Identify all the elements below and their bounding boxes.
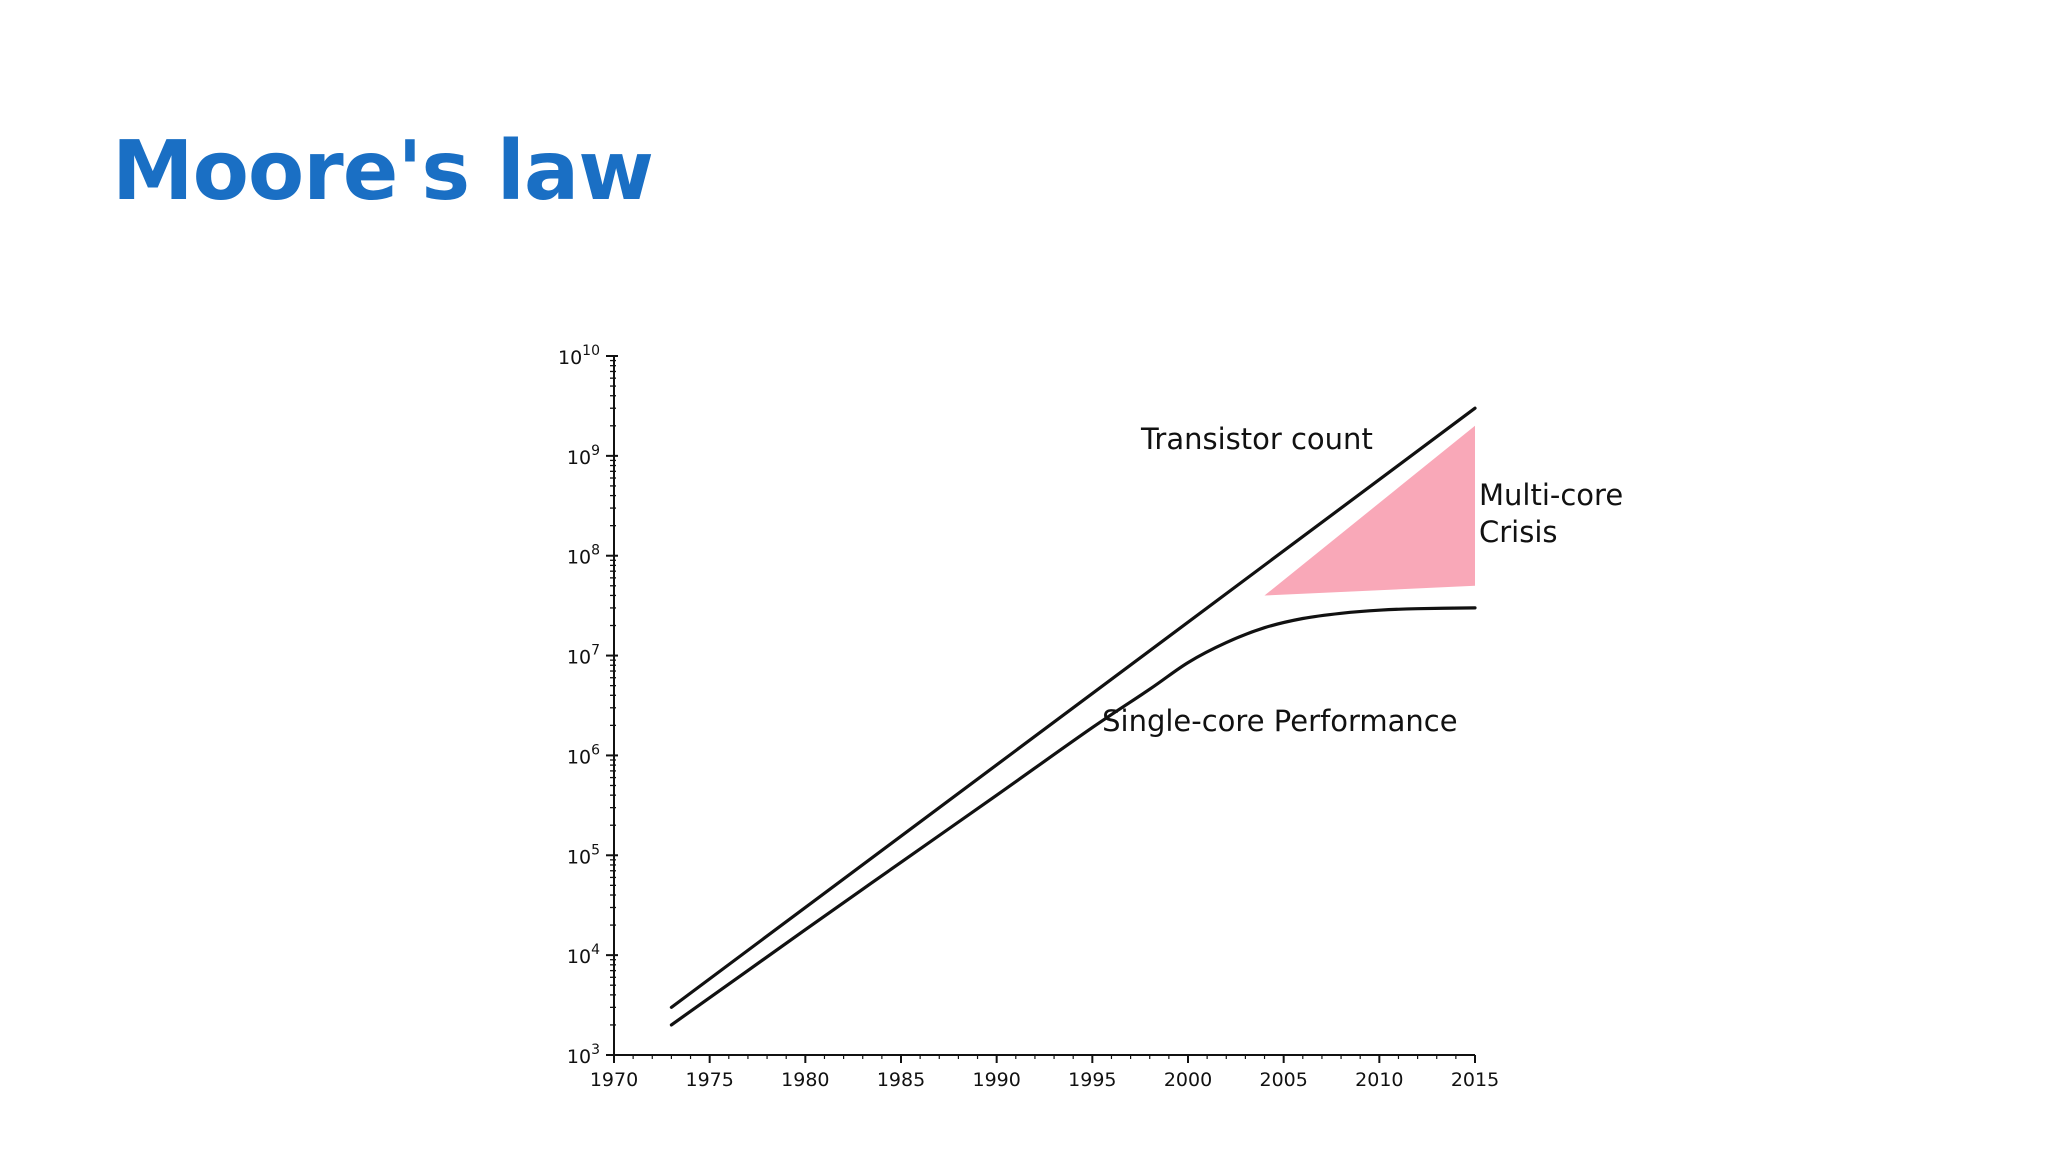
y-tick-base: 10 — [567, 547, 591, 569]
y-tick-label: 107 — [567, 643, 600, 669]
annotation-multi-core-crisis-line-2: Crisis — [1479, 515, 1558, 549]
transistor-count-line — [669, 406, 1477, 1009]
y-tick-base: 10 — [567, 1046, 591, 1068]
x-tick-label: 2005 — [1259, 1069, 1307, 1091]
y-tick-base: 10 — [567, 746, 591, 768]
x-tick-label: 1990 — [972, 1069, 1020, 1091]
y-tick-label: 108 — [567, 543, 600, 569]
y-tick-label: 105 — [567, 842, 600, 868]
y-tick-base: 10 — [558, 347, 582, 369]
y-tick-base: 10 — [567, 447, 591, 469]
slide-title: Moore's law — [112, 124, 654, 219]
y-tick-exponent: 3 — [591, 1042, 600, 1058]
series-label-transistor-count: Transistor count — [1140, 422, 1373, 456]
y-tick-base: 10 — [567, 946, 591, 968]
y-tick-label: 104 — [567, 942, 600, 968]
y-tick-exponent: 8 — [591, 543, 600, 559]
y-tick-exponent: 5 — [591, 842, 600, 858]
y-tick-exponent: 6 — [591, 742, 600, 758]
x-tick-label: 1975 — [685, 1069, 733, 1091]
y-tick-label: 106 — [567, 742, 600, 768]
y-tick-label: 103 — [567, 1042, 600, 1068]
y-tick-exponent: 10 — [582, 343, 600, 359]
annotation-multi-core-crisis-line-1: Multi-core — [1479, 478, 1623, 512]
multi-core-crisis-region — [1264, 425, 1475, 596]
y-tick-exponent: 9 — [591, 443, 600, 459]
x-tick-label: 2000 — [1164, 1069, 1212, 1091]
y-tick-exponent: 7 — [591, 643, 600, 659]
x-tick-label: 1980 — [781, 1069, 829, 1091]
y-tick-label: 109 — [567, 443, 600, 469]
y-tick-label: 1010 — [558, 343, 600, 369]
y-tick-base: 10 — [567, 647, 591, 669]
x-tick-label: 1985 — [877, 1069, 925, 1091]
x-tick-label: 2010 — [1355, 1069, 1403, 1091]
series-label-single-core-performance: Single-core Performance — [1102, 704, 1457, 738]
x-tick-label: 1970 — [590, 1069, 638, 1091]
single-core-performance-line — [669, 606, 1477, 1027]
x-tick-label: 1995 — [1068, 1069, 1116, 1091]
y-tick-base: 10 — [567, 846, 591, 868]
y-tick-exponent: 4 — [591, 942, 600, 958]
x-tick-label: 2015 — [1451, 1069, 1499, 1091]
